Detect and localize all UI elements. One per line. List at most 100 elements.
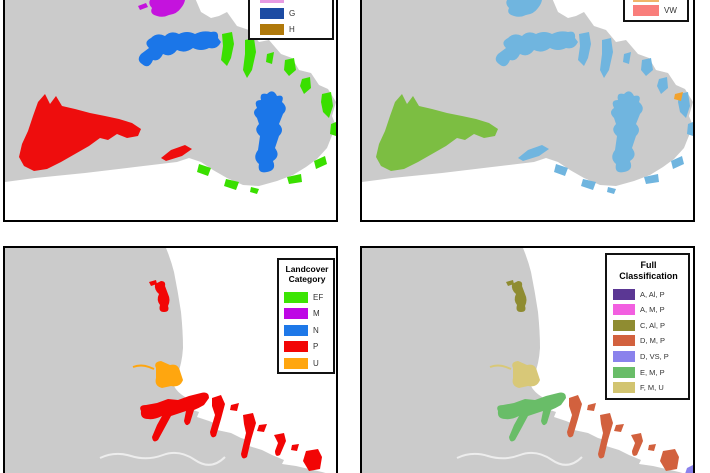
map-panel-top-left: G H [3, 0, 338, 222]
shore-strip [657, 77, 668, 94]
legend-box-top-right: VW [623, 0, 689, 22]
south-coast-band [497, 392, 566, 442]
land-shape [5, 248, 326, 473]
shore-strip [554, 164, 568, 176]
north-coast-patch-hook [506, 280, 514, 286]
legend-swatch [613, 366, 635, 378]
north-blob-tail [138, 3, 148, 10]
main-island-region [376, 94, 498, 171]
shore-strip [287, 174, 302, 184]
coast-strip [230, 403, 239, 411]
north-blob-region [506, 0, 542, 17]
shore-strip [221, 32, 234, 66]
shore-strip [687, 122, 693, 136]
shore-strip [250, 187, 259, 194]
south-coast-band [140, 392, 209, 442]
legend-label: F, M, U [640, 383, 664, 393]
legend-swatch [260, 0, 284, 3]
inland-pond [611, 91, 643, 173]
coast-strip [587, 403, 596, 411]
north-coast-patch-hook [149, 280, 157, 286]
shore-strip [321, 92, 333, 118]
coast-strip [303, 449, 322, 471]
legend-label: H [289, 25, 295, 34]
legend-box-top-left: G H [248, 0, 334, 40]
small-sliver-region [161, 145, 192, 161]
orange-dot-region [674, 92, 683, 101]
south-coast-strips [210, 395, 322, 471]
legend-swatch [613, 319, 635, 331]
shore-strips [197, 32, 336, 194]
shore-strip [300, 77, 311, 94]
legend-row: EF [284, 291, 330, 303]
legend-label: G [289, 9, 296, 18]
shore-strip [224, 179, 239, 190]
mid-coast-patch [155, 361, 183, 388]
legend-label: D, VS, P [640, 351, 669, 361]
shore-strips [554, 32, 693, 194]
coast-strip [210, 395, 225, 438]
coast-strip [257, 424, 267, 432]
shore-strip [243, 38, 256, 78]
legend-box-bottom-left: Landcover Category EF M N [277, 258, 335, 374]
legend-row: A, Al, P [613, 288, 684, 300]
legend-label: P [313, 342, 319, 351]
legend-swatch [284, 357, 308, 369]
legend-row: G [260, 8, 326, 19]
legend-label: C, Al, P [640, 320, 666, 330]
mid-coast-patch [512, 361, 540, 388]
main-island-region [19, 94, 141, 171]
mid-coast-patch-tail [132, 364, 155, 370]
legend-label: M [313, 309, 320, 318]
coast-strip [274, 433, 286, 456]
legend-row: E, M, P [613, 366, 684, 378]
shore-strip [644, 174, 659, 184]
legend-row: F, M, U [613, 382, 684, 394]
north-coast-patch [511, 281, 527, 312]
shore-strip [284, 58, 296, 76]
mid-coast-patch-tail [489, 364, 512, 370]
river-line [99, 451, 226, 466]
shore-strip [314, 156, 327, 169]
shore-strip [600, 38, 613, 78]
legend-label: N [313, 325, 319, 335]
south-coast-strips [567, 395, 679, 471]
legend-swatch [284, 291, 308, 303]
coast-strip [567, 395, 582, 438]
small-sliver-region [518, 145, 549, 161]
shore-strip [671, 156, 684, 169]
legend-label: U [313, 358, 319, 368]
legend-row: VW [633, 5, 681, 16]
coast-strip [660, 449, 679, 471]
legend-row: N [284, 324, 330, 336]
legend-row [260, 0, 326, 3]
legend-swatch [633, 0, 659, 2]
legend-label: E, M, P [640, 367, 665, 377]
legend-swatch [260, 8, 284, 19]
shore-strip [578, 32, 591, 66]
map-top-right [362, 0, 693, 220]
legend-swatch [613, 335, 635, 347]
coast-strip [291, 444, 299, 451]
north-coast-patch [154, 281, 170, 312]
legend-swatch [284, 341, 308, 352]
legend-row: A, M, P [613, 304, 684, 316]
legend-swatch [284, 308, 308, 319]
shore-strip [641, 58, 653, 76]
legend-row: D, VS, P [613, 350, 684, 362]
legend-label: EF [313, 292, 324, 302]
legend-row: C, Al, P [613, 319, 684, 331]
legend-label: A, M, P [640, 305, 665, 315]
coast-strip [631, 433, 643, 456]
legend-row [633, 0, 681, 2]
legend-swatch [260, 24, 284, 35]
shore-strip [607, 187, 616, 194]
legend-row: D, M, P [613, 335, 684, 347]
shore-strip [581, 179, 596, 190]
land-shape [362, 248, 683, 473]
legend-label: VW [664, 6, 677, 15]
corner-purple-region [685, 465, 693, 473]
river-line [456, 451, 583, 466]
legend-swatch [633, 5, 659, 16]
